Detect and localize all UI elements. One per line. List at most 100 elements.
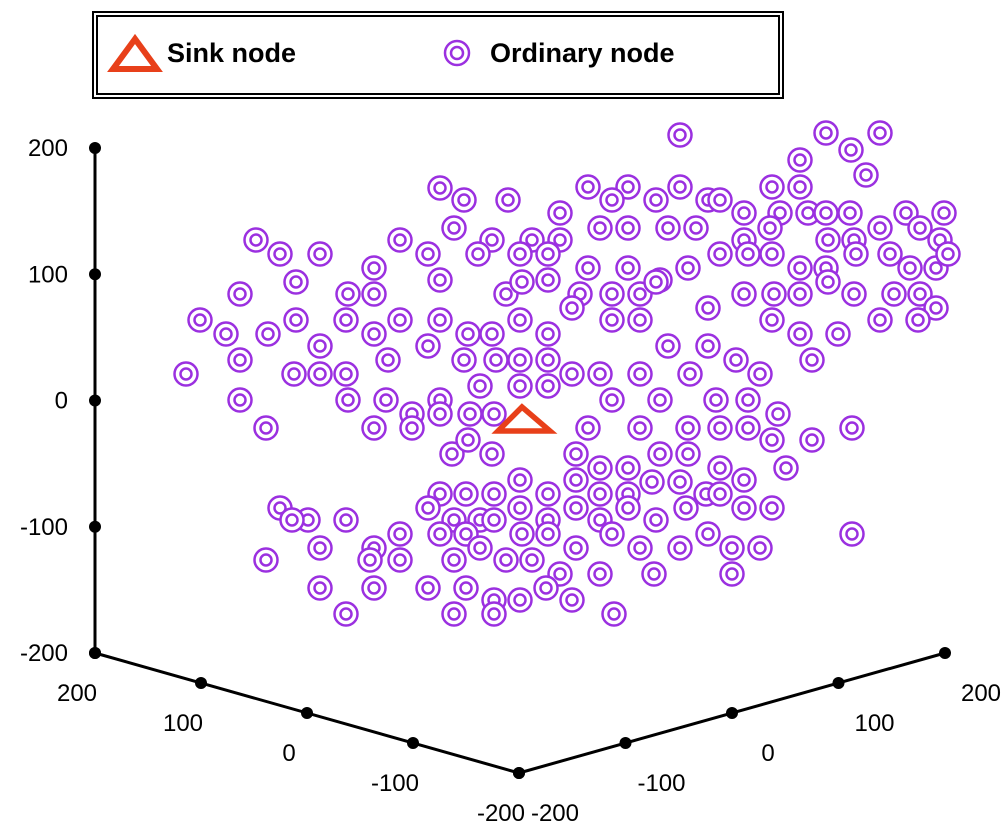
ordinary-node-point bbox=[707, 187, 733, 213]
y-tick-label: 0 bbox=[761, 740, 774, 767]
x-tick-label: 0 bbox=[282, 740, 295, 767]
ordinary-node-point bbox=[675, 441, 701, 467]
ordinary-node-point bbox=[731, 467, 757, 493]
ordinary-node-point bbox=[787, 255, 813, 281]
ordinary-node-point bbox=[507, 241, 533, 267]
y-tick-dot bbox=[832, 677, 845, 689]
ordinary-node-point bbox=[479, 441, 505, 467]
ordinary-node-point bbox=[187, 307, 213, 333]
ordinary-node-point bbox=[841, 281, 867, 307]
ordinary-node-point bbox=[507, 373, 533, 399]
ordinary-node-point bbox=[439, 441, 465, 467]
ordinary-node-point bbox=[563, 467, 589, 493]
x-tick-dot bbox=[407, 737, 419, 749]
ordinary-node-point bbox=[535, 267, 561, 293]
ordinary-node-point bbox=[281, 361, 307, 387]
ordinary-node-point bbox=[563, 495, 589, 521]
ordinary-node-point bbox=[507, 347, 533, 373]
ordinary-node-point bbox=[707, 415, 733, 441]
y-tick-label: -200 bbox=[531, 800, 579, 827]
ordinary-node-point bbox=[509, 521, 535, 547]
ordinary-node-point bbox=[695, 521, 721, 547]
ordinary-node-point bbox=[935, 241, 961, 267]
ordinary-node-point bbox=[509, 269, 535, 295]
ordinary-node-point bbox=[481, 601, 507, 627]
ordinary-node-point bbox=[415, 575, 441, 601]
ordinary-node-point bbox=[815, 227, 841, 253]
ordinary-node-point bbox=[453, 575, 479, 601]
ordinary-node-point bbox=[307, 535, 333, 561]
z-tick-label: 200 bbox=[28, 135, 68, 162]
ordinary-node-point bbox=[479, 321, 505, 347]
ordinary-node-point bbox=[695, 333, 721, 359]
z-tick-dot bbox=[89, 394, 101, 407]
ordinary-node-point bbox=[333, 307, 359, 333]
y-axis-ticks: -200 -100 0 100 200 bbox=[513, 647, 1001, 827]
ordinary-node-point bbox=[227, 281, 253, 307]
ordinary-node-point bbox=[335, 387, 361, 413]
ordinary-node-point bbox=[675, 415, 701, 441]
ordinary-node-point bbox=[307, 333, 333, 359]
ordinary-node-point bbox=[627, 535, 653, 561]
ordinary-node-point bbox=[415, 241, 441, 267]
ordinary-node-point bbox=[759, 241, 785, 267]
z-tick-label: -100 bbox=[20, 514, 68, 541]
ordinary-node-point bbox=[683, 215, 709, 241]
ordinary-node-point bbox=[787, 281, 813, 307]
ordinary-node-point bbox=[787, 174, 813, 200]
ordinary-node-point bbox=[387, 227, 413, 253]
sink-node-legend-icon bbox=[107, 33, 163, 72]
ordinary-node-point bbox=[627, 307, 653, 333]
ordinary-node-point bbox=[535, 481, 561, 507]
ordinary-node-point bbox=[519, 547, 545, 573]
ordinary-node-point bbox=[373, 387, 399, 413]
ordinary-node-point bbox=[465, 241, 491, 267]
ordinary-node-point bbox=[243, 227, 269, 253]
ordinary-node-point bbox=[415, 495, 441, 521]
ordinary-node-point bbox=[387, 521, 413, 547]
ordinary-node-point bbox=[307, 575, 333, 601]
z-tick-label: -200 bbox=[20, 640, 68, 667]
ordinary-node-point bbox=[441, 547, 467, 573]
ordinary-node-point bbox=[213, 321, 239, 347]
y-tick-dot bbox=[726, 707, 738, 719]
ordinary-node-point bbox=[535, 241, 561, 267]
ordinary-node-point bbox=[838, 137, 864, 163]
y-tick-dot bbox=[619, 737, 632, 749]
ordinary-node-point bbox=[451, 187, 477, 213]
ordinary-node-point bbox=[627, 361, 653, 387]
ordinary-node-point bbox=[361, 281, 387, 307]
ordinary-node-point bbox=[773, 455, 799, 481]
ordinary-node-point bbox=[559, 295, 585, 321]
ordinary-node-point bbox=[735, 241, 761, 267]
ordinary-node-point bbox=[877, 241, 903, 267]
ordinary-node-point bbox=[441, 215, 467, 241]
ordinary-node-point bbox=[815, 269, 841, 295]
z-tick-dot bbox=[89, 520, 101, 533]
ordinary-node-point bbox=[333, 361, 359, 387]
ordinary-node-point bbox=[615, 455, 641, 481]
ordinary-node-point bbox=[335, 281, 361, 307]
x-tick-label: 200 bbox=[57, 680, 97, 707]
ordinary-node-point bbox=[707, 241, 733, 267]
ordinary-node-point bbox=[599, 387, 625, 413]
ordinary-node-point bbox=[667, 174, 693, 200]
ordinary-node-point bbox=[643, 187, 669, 213]
ordinary-node-point bbox=[387, 547, 413, 573]
ordinary-node-point bbox=[667, 535, 693, 561]
ordinary-node-point bbox=[533, 575, 559, 601]
ordinary-node-point bbox=[615, 255, 641, 281]
ordinary-node-point bbox=[427, 401, 453, 427]
ordinary-node-point bbox=[267, 241, 293, 267]
ordinary-node-point bbox=[357, 547, 383, 573]
x-tick-label: 100 bbox=[163, 710, 203, 737]
ordinary-node-point bbox=[427, 521, 453, 547]
ordinary-node-point bbox=[677, 361, 703, 387]
ordinary-node-point bbox=[283, 269, 309, 295]
ordinary-node-point bbox=[643, 269, 669, 295]
ordinary-node-point bbox=[731, 495, 757, 521]
ordinary-node-point bbox=[759, 495, 785, 521]
ordinary-node-point bbox=[667, 122, 693, 148]
ordinary-node-point bbox=[307, 241, 333, 267]
ordinary-node-point bbox=[547, 200, 573, 226]
